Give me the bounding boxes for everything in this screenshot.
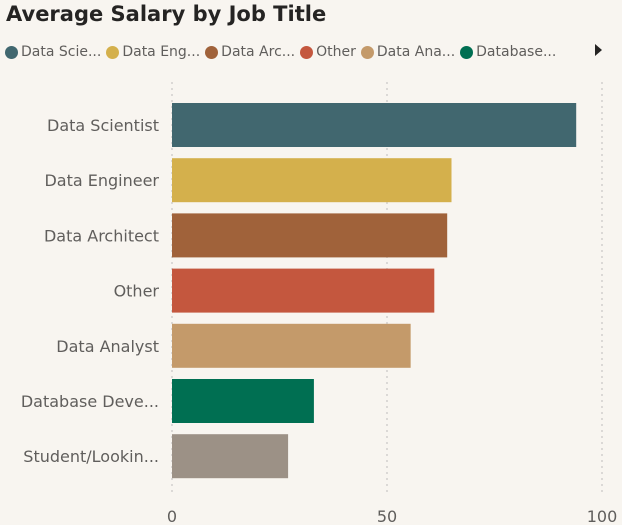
- category-label: Data Architect: [44, 226, 159, 245]
- legend-item[interactable]: Data Scie...: [5, 44, 101, 60]
- legend-marker: [360, 45, 374, 59]
- legend-label: Data Eng...: [122, 44, 201, 60]
- legend-item[interactable]: Data Arc...: [205, 44, 295, 60]
- bar[interactable]: [172, 213, 448, 258]
- x-tick-label: 100: [587, 507, 618, 525]
- legend-label: Other: [316, 44, 356, 60]
- bar[interactable]: [172, 323, 411, 368]
- legend-marker: [300, 45, 314, 59]
- legend-marker: [460, 45, 474, 59]
- legend-marker: [106, 45, 120, 59]
- bar[interactable]: [172, 379, 314, 423]
- legend-label: Data Ana...: [376, 44, 456, 60]
- legend-item[interactable]: Data Eng...: [106, 44, 200, 60]
- category-label: Data Engineer: [44, 171, 159, 190]
- legend-marker: [205, 45, 219, 59]
- legend-label: Database...: [476, 44, 557, 60]
- bar[interactable]: [172, 103, 577, 147]
- bar[interactable]: [172, 434, 289, 479]
- category-label: Data Analyst: [56, 337, 159, 356]
- legend-scroll-right-icon[interactable]: [595, 44, 602, 56]
- legend-label: Data Arc...: [221, 44, 296, 60]
- x-tick-label: 0: [167, 507, 177, 525]
- chart-legend: Data Scie... Data Eng... Data Arc... Other D…: [5, 42, 561, 62]
- legend-label: Data Scie...: [21, 44, 102, 60]
- bar[interactable]: [172, 268, 435, 313]
- legend-marker: [5, 45, 18, 59]
- bar[interactable]: [172, 158, 452, 203]
- legend-item[interactable]: Data Ana...: [360, 44, 456, 60]
- legend-item[interactable]: Other: [300, 44, 356, 60]
- category-label: Student/Lookin...: [23, 447, 159, 466]
- category-label: Data Scientist: [47, 116, 159, 135]
- chart-title: Average Salary by Job Title: [6, 2, 327, 26]
- legend-item[interactable]: Database...: [460, 44, 556, 60]
- category-label: Database Deve...: [21, 392, 159, 411]
- category-label: Other: [114, 282, 160, 301]
- x-tick-label: 50: [377, 507, 397, 525]
